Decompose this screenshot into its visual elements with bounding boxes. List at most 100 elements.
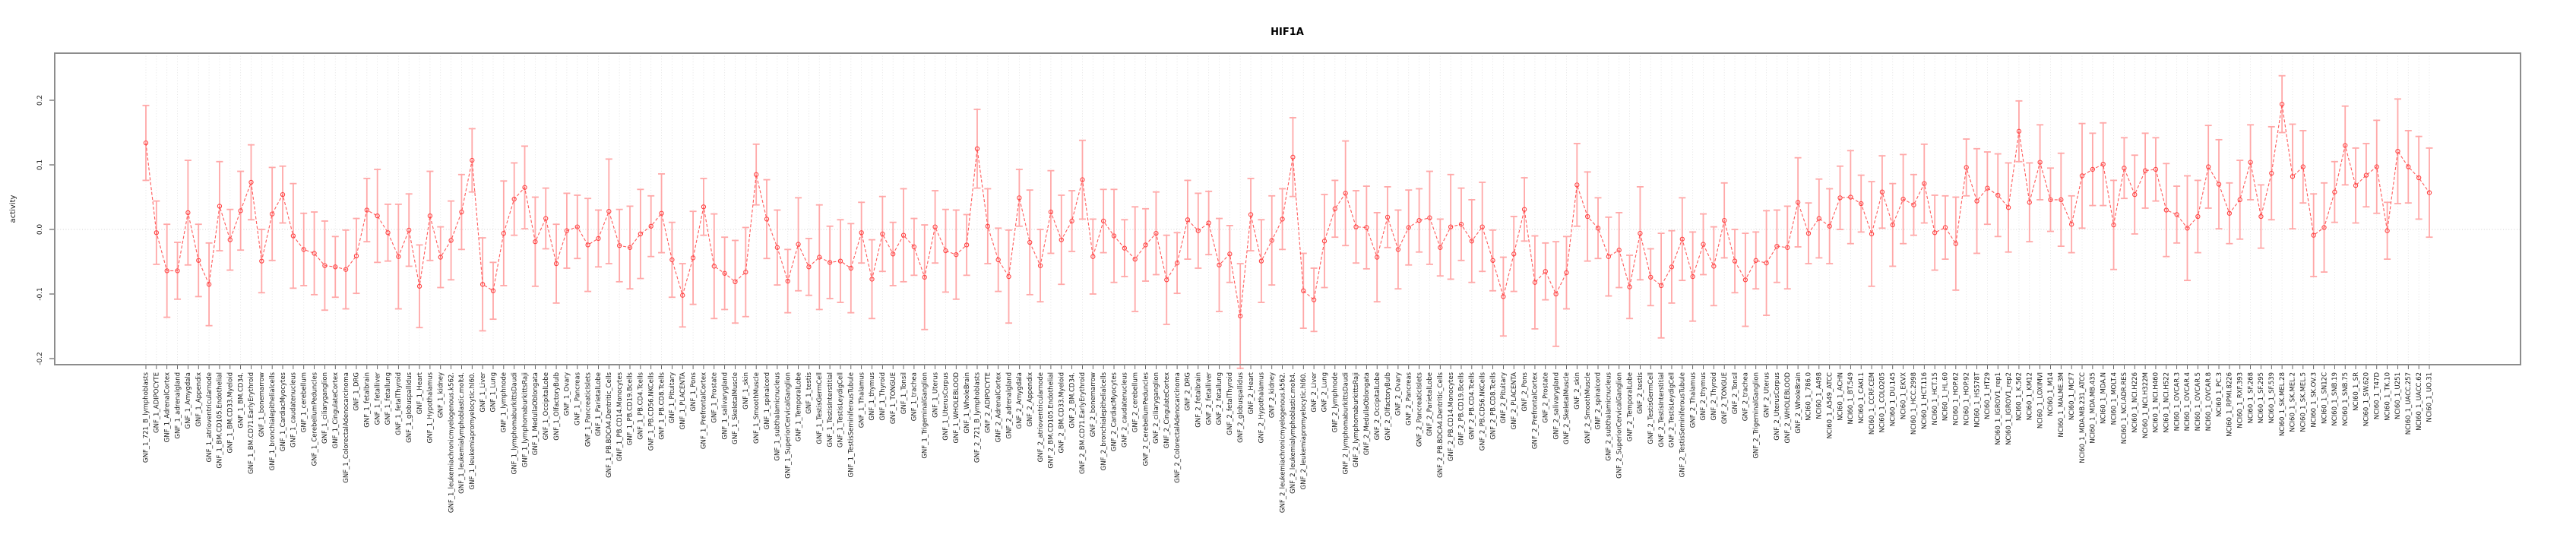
- data-point: [196, 258, 201, 263]
- data-point: [932, 224, 938, 229]
- x-tick-label: GNF_1_caudatenucleus: [290, 372, 298, 447]
- data-point: [470, 157, 475, 163]
- data-point: [900, 232, 907, 238]
- x-tick-label: GNF_1_Tonsil: [900, 372, 908, 414]
- data-point: [1290, 154, 1296, 160]
- data-point: [1869, 231, 1875, 237]
- chart-title: HIF1A: [1271, 27, 1304, 38]
- x-tick-label: GNF_1_BM.CD33.Myeloid: [227, 372, 235, 454]
- data-point: [479, 282, 486, 287]
- data-point: [1795, 200, 1801, 205]
- data-point: [648, 223, 653, 229]
- x-tick-label: GNF_1_OccipitalLobe: [543, 372, 550, 440]
- data-point: [2353, 183, 2359, 188]
- x-tick-label: GNF_2_PancreaticIslets: [1416, 372, 1423, 447]
- data-point: [2385, 228, 2390, 233]
- data-point: [2290, 174, 2296, 179]
- x-tick-label: GNF_1_Ovary: [564, 372, 571, 416]
- x-tick-label: GNF_1_CingulateCortex: [332, 372, 340, 448]
- data-point: [1479, 224, 1485, 229]
- x-tick-label: GNF_2_caudatenucleus: [1122, 372, 1129, 447]
- x-tick-label: NCI60_1_EKVX: [1900, 372, 1907, 419]
- mean-line: [145, 104, 2430, 316]
- data-point: [1469, 239, 1474, 244]
- data-point: [2142, 168, 2148, 173]
- x-tick-label: NCI60_1_OVCAR.3: [2173, 372, 2181, 431]
- x-tick-label: GNF_1_PB.BDCA4.Dentritic_Cells: [606, 372, 613, 477]
- data-point: [270, 211, 275, 217]
- data-point: [985, 223, 990, 229]
- x-tick-label: GNF_1_WholeBrain: [964, 372, 971, 434]
- data-point: [1900, 196, 1906, 202]
- x-tick-label: NCI60_1_IGROV1_rep2: [2005, 372, 2013, 445]
- x-tick-label: GNF_2_lymphomaburkittsRaji: [1353, 372, 1360, 467]
- x-tick-label: GNF_2_BM.CD71.EarlyErythroid: [1079, 372, 1087, 474]
- x-tick-label: GNF_1_PB.CD8.Tcells: [658, 372, 666, 439]
- data-point: [2216, 182, 2222, 187]
- data-point: [2027, 200, 2032, 205]
- data-point: [1585, 213, 1590, 220]
- data-point: [427, 213, 433, 219]
- x-tick-label: GNF_2_OccipitalLobe: [1374, 372, 1381, 440]
- data-point: [954, 251, 959, 258]
- x-tick-label: GNF_1_thymus: [869, 372, 876, 420]
- x-tick-label: GNF_1_TrigeminalGanglion: [921, 372, 929, 459]
- data-point: [1132, 256, 1138, 262]
- x-tick-label: GNF_2_bronchialepithelialcells: [1100, 372, 1108, 470]
- data-point: [827, 260, 833, 265]
- data-point: [638, 231, 644, 237]
- data-point: [1859, 201, 1864, 207]
- x-tick-label: GNF_2_DRG: [1185, 372, 1192, 411]
- x-tick-label: NCI60_1_SF.539: [2268, 372, 2276, 423]
- data-point: [1090, 254, 1096, 259]
- x-tick-label: GNF_2_CardiacMyocytes: [1111, 372, 1119, 451]
- x-tick-label: GNF_1_kidney: [437, 372, 445, 418]
- data-point: [2343, 143, 2348, 148]
- data-point: [596, 236, 601, 242]
- x-tick-label: GNF_2_OlfactoryBulb: [1385, 372, 1392, 441]
- plot-frame: [54, 52, 2521, 365]
- data-point: [1595, 226, 1601, 231]
- x-tick-label: NCI60_1_OVCAR.5: [2195, 372, 2202, 431]
- x-tick-label: GNF_2_Hypothalamus: [1258, 372, 1266, 443]
- data-point: [501, 230, 506, 236]
- data-point: [1321, 239, 1328, 244]
- data-point: [1805, 230, 1812, 236]
- x-tick-label: GNF_1_CerebellumPeduncles: [311, 372, 318, 466]
- data-point: [1911, 202, 1916, 207]
- data-point: [564, 228, 570, 233]
- x-tick-label: GNF_2_bonemarrow: [1090, 372, 1097, 437]
- x-tick-label: GNF_2_MedullaOblongata: [1363, 372, 1371, 455]
- data-point: [164, 268, 169, 274]
- x-tick-label: NCI60_1_PC.3: [2216, 372, 2223, 417]
- x-tick-label: NCI60_1_NCI.H460: [2153, 372, 2160, 433]
- x-tick-label: NCI60_1_UACC.62: [2416, 372, 2423, 431]
- data-point: [364, 207, 369, 213]
- x-tick-label: GNF_2_Thyroid: [1710, 372, 1718, 421]
- data-point: [248, 179, 254, 185]
- data-point: [733, 279, 738, 284]
- y-tick-label: 0.0: [36, 224, 44, 236]
- x-tick-label: GNF_2_Prostate: [1542, 372, 1549, 423]
- data-point: [1080, 177, 1085, 182]
- x-tick-label: NCI60_1_OVCAR.8: [2205, 372, 2213, 431]
- x-tick-label: GNF_1_ciliaryganglion: [321, 372, 329, 444]
- y-axis-label: activity: [9, 194, 17, 223]
- data-point: [280, 191, 286, 198]
- data-point: [774, 245, 780, 250]
- data-point: [1164, 277, 1169, 283]
- x-tick-label: GNF_2_Pons: [1521, 372, 1529, 411]
- data-point: [2195, 213, 2201, 220]
- data-point: [1217, 262, 1222, 267]
- data-point: [1616, 248, 1622, 253]
- x-tick-label: GNF_1_Pons: [690, 372, 698, 411]
- data-point: [1248, 212, 1254, 217]
- x-tick-label: GNF_2_ColorectalAdenocarcinoma: [1174, 372, 1182, 483]
- x-tick-label: NCI60_1_NCI.ADR.RES: [2121, 372, 2128, 444]
- x-tick-label: GNF_2_fetalbrain: [1195, 372, 1203, 428]
- x-tick-label: GNF_1_TestisSeminiferousTubule: [848, 372, 856, 478]
- x-tick-label: GNF_2_TestisSeminiferousTubule: [1679, 372, 1687, 478]
- plot-area: -0.2 -0.1 0.0 0.1 0.2 GNF_1_721_B_lymphoblast…: [36, 52, 2521, 513]
- x-tick-label: GNF_2_subthalamicnucleus: [1606, 372, 1613, 460]
